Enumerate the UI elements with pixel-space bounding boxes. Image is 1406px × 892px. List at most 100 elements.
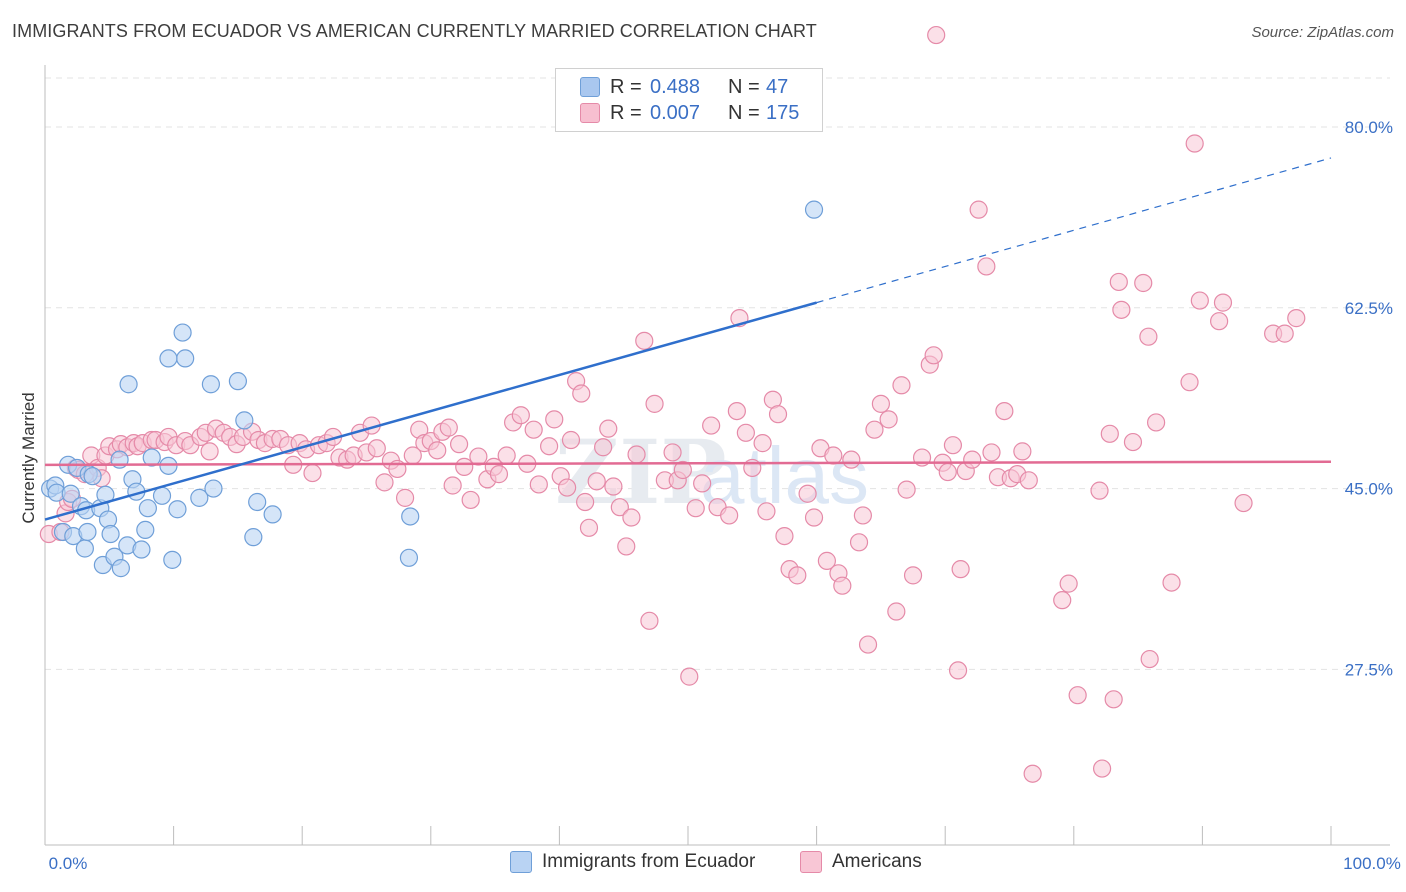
american-point [1213,293,1233,312]
american-point [617,537,636,556]
american-point [1140,649,1159,669]
american-point [461,490,480,510]
american-point [511,406,530,425]
americans-trend-line [44,460,1332,467]
american-point [1190,291,1209,310]
american-point [640,611,659,630]
american-point [576,492,595,512]
chart-title: IMMIGRANTS FROM ECUADOR VS AMERICAN CURR… [12,21,817,41]
american-point [736,423,755,442]
american-point [833,576,852,595]
legend-n-value: 175 [766,101,800,124]
american-point [924,346,943,365]
ecuador-point [168,500,187,519]
legend-r-label: R = [610,101,642,124]
ecuador-point [235,411,254,430]
y-tick-label: 62.5% [1345,299,1393,318]
american-point [727,401,746,421]
ecuador-point [176,349,195,368]
american-point [680,667,699,686]
x-tick-max: 100.0% [1343,854,1401,873]
american-point [1059,574,1078,593]
legend-n-value: 47 [766,75,789,98]
american-point [817,551,836,570]
american-point [1123,432,1143,452]
american-point [558,478,577,497]
american-point [1162,573,1181,592]
american-point [428,441,447,460]
american-point [443,476,462,495]
ecuador-point [75,539,94,558]
american-point [439,418,458,437]
american-point [775,526,794,546]
american-point [948,661,968,680]
american-point [1013,442,1032,461]
american-point [489,465,509,484]
american-point [200,442,219,461]
legend-n-label: N = [728,101,760,124]
american-point [1185,134,1204,153]
american-point [788,566,807,585]
american-point [1112,300,1131,319]
american-point [887,602,906,621]
ecuador-trend-line [44,301,817,521]
ecuador-point [190,488,209,507]
ecuador-point [163,550,182,569]
american-point [449,435,469,454]
legend-row-americans: R = 0.007 N = 175 [580,100,799,126]
american-point [753,434,772,453]
american-point [720,506,739,525]
ecuador-points [41,200,824,578]
x-tick-min: 0.0% [49,854,88,873]
american-point [529,475,548,494]
american-point [897,480,916,499]
american-point [1180,373,1199,392]
american-point [1019,471,1038,490]
ecuador-point [136,520,155,540]
bottom-legend-swatch-ecuador [510,851,532,873]
american-point [798,484,817,503]
american-point [943,436,963,455]
legend-r-value: 0.007 [650,101,701,124]
ecuador-point [78,522,97,542]
bottom-legend-label-ecuador: Immigrants from Ecuador [542,851,756,872]
bottom-legend-americans: Americans [800,851,922,873]
legend-row-ecuador: R = 0.488 N = 47 [580,74,788,100]
ecuador-point [111,559,130,578]
ecuador-point [152,486,172,505]
american-point [594,438,613,457]
watermark-atlas: atlas [700,431,869,520]
american-point [938,462,957,482]
correlation-legend: R = 0.488 N = 47 R = 0.007 N = 175 [555,68,823,132]
american-point [395,488,415,507]
american-point [610,498,629,517]
american-point [1147,413,1166,432]
ecuador-trend-extension [816,157,1332,304]
american-point [969,200,988,219]
american-point [1104,690,1123,709]
american-point [1234,493,1253,513]
american-point [1100,424,1119,443]
american-point [982,443,1001,462]
american-point [702,416,721,435]
axes [44,65,1390,846]
american-point [963,450,982,469]
ecuador-point [159,456,178,475]
american-point [842,450,861,469]
american-point [587,472,606,491]
american-point [903,566,923,585]
american-point [1109,272,1128,292]
american-point [1023,764,1042,783]
ecuador-point [263,505,282,524]
american-point [469,447,488,466]
ecuador-point [132,540,151,559]
american-point [757,502,776,521]
ecuador-point [101,524,120,544]
american-point [871,394,891,413]
ecuador-point [119,375,138,394]
ecuador-point [248,492,267,512]
american-point [604,477,623,496]
legend-swatch-americans [580,103,600,123]
american-point [579,518,599,537]
american-point [768,405,788,424]
